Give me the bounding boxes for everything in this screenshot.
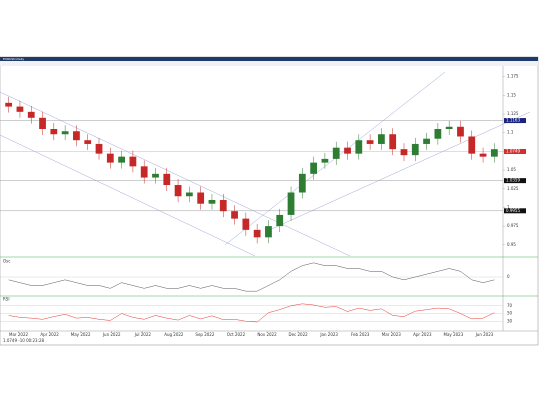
candle-body — [310, 162, 318, 174]
candle-body — [242, 218, 250, 230]
candle-body — [95, 143, 103, 154]
y-tick-label: 1.025 — [507, 186, 519, 191]
candle-body — [445, 126, 453, 130]
candle-body — [434, 129, 442, 139]
window — [0, 56, 539, 346]
candle-body — [298, 173, 306, 193]
candle-body — [61, 131, 69, 135]
candle-body — [27, 111, 35, 118]
x-tick-label: May 2023 — [444, 332, 464, 337]
x-tick-label: Sep 2022 — [195, 332, 214, 337]
y-tick-label: 0.975 — [507, 223, 519, 228]
candle-body — [378, 134, 385, 144]
title-bar — [0, 57, 538, 61]
candle-body — [219, 199, 227, 212]
indicator-line — [8, 303, 495, 323]
candle-body — [355, 140, 363, 154]
candle-body — [490, 149, 498, 157]
trend-line — [0, 134, 256, 257]
level-label: 0.9955 — [506, 208, 520, 213]
y-tick-label: 1 — [507, 204, 510, 209]
indicator-name: RSI — [3, 297, 10, 302]
candle-body — [400, 149, 408, 156]
indicator-line — [8, 262, 495, 292]
indicator-tick-label: 70 — [507, 303, 513, 308]
candle-body — [411, 143, 419, 156]
level-box — [504, 118, 526, 124]
x-tick-label: May 2022 — [71, 332, 91, 337]
y-tick-label: 1.125 — [507, 111, 519, 116]
y-tick-label: 1.175 — [507, 74, 519, 79]
candle-body — [468, 136, 476, 154]
candle-body — [140, 166, 148, 178]
y-tick-label: 1.15 — [507, 92, 516, 97]
level-label: 1.1163 — [506, 118, 520, 123]
x-tick-label: Apr 2023 — [413, 332, 432, 337]
x-tick-label: Oct 2022 — [227, 332, 246, 337]
candle-body — [231, 211, 238, 219]
candle-body — [366, 140, 374, 144]
candle-body — [321, 158, 329, 163]
y-tick-label: 1.05 — [507, 167, 516, 172]
x-tick-label: Dec 2022 — [288, 332, 308, 337]
toolbar[interactable] — [0, 61, 538, 66]
candle-body — [129, 156, 137, 167]
candle-body — [276, 214, 284, 227]
x-tick-label: Mar 2022 — [9, 332, 28, 337]
candle-body — [197, 192, 205, 204]
candle-body — [16, 106, 24, 112]
x-tick-label: Jul 2022 — [134, 332, 152, 337]
candle-body — [163, 173, 171, 186]
candle-body — [344, 147, 351, 154]
candle-body — [208, 199, 216, 204]
candle-body — [265, 226, 272, 238]
candle-body — [389, 134, 397, 150]
indicator-tick-label: 50 — [507, 311, 513, 316]
x-tick-label: Nov 2022 — [257, 332, 277, 337]
candle-body — [287, 192, 295, 215]
level-box — [504, 148, 526, 154]
candle-body — [5, 102, 13, 107]
candle-body — [106, 153, 114, 163]
level-box — [504, 208, 526, 214]
x-tick-label: Jan 2023 — [319, 332, 338, 337]
candle-body — [423, 138, 430, 144]
candle-body — [152, 173, 159, 178]
indicator-tick-label: 30 — [507, 318, 513, 323]
candle-body — [50, 129, 58, 135]
trend-line — [264, 111, 531, 233]
x-tick-label: Jun 2023 — [475, 332, 494, 337]
candle-body — [185, 192, 193, 197]
level-box — [504, 178, 526, 184]
candle-body — [73, 131, 80, 141]
x-tick-label: Apr 2022 — [40, 332, 59, 337]
x-tick-label: Jun 2022 — [102, 332, 121, 337]
x-tick-label: Feb 2023 — [351, 332, 370, 337]
x-tick-label: Mar 2023 — [382, 332, 401, 337]
status-text: 1.0749 -10 00:23:28 — [3, 338, 44, 343]
indicator-tick-label: 0 — [507, 274, 510, 279]
candle-body — [39, 117, 46, 130]
level-label: 1.0749 — [506, 148, 520, 153]
candle-body — [457, 126, 464, 137]
y-tick-label: 1.1 — [507, 130, 514, 135]
window-title: EURUSD,Daily — [3, 57, 24, 61]
candle-body — [84, 140, 92, 144]
level-label: 1.0359 — [506, 178, 520, 183]
indicator-name: Osc — [3, 259, 10, 264]
y-tick-label: 0.95 — [507, 242, 516, 247]
candle-body — [332, 147, 340, 159]
candle-body — [253, 229, 261, 238]
candle-body — [174, 185, 182, 197]
trend-line — [0, 91, 351, 257]
x-tick-label: Aug 2022 — [164, 332, 184, 337]
candle-body — [118, 156, 125, 163]
candle-body — [479, 153, 487, 157]
